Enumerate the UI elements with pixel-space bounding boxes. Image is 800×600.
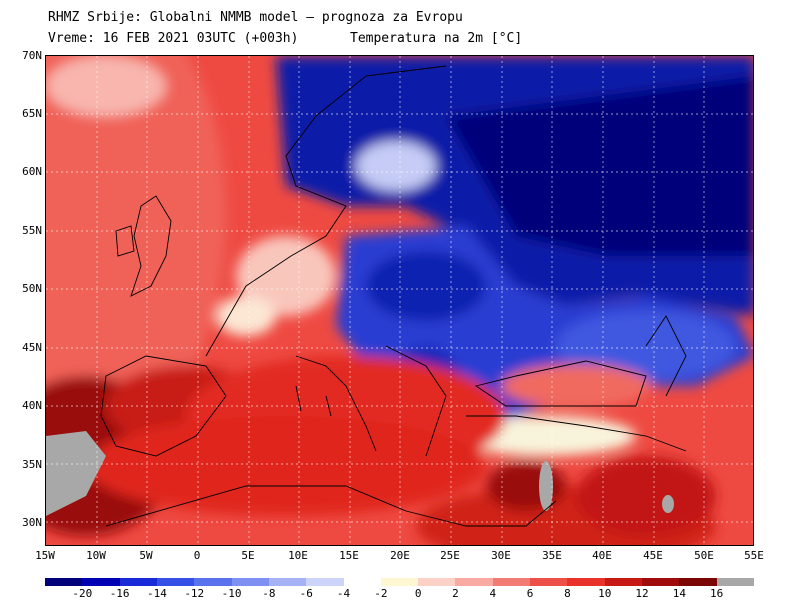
scale-swatch bbox=[716, 578, 754, 586]
color-scale bbox=[45, 578, 754, 586]
scale-swatch bbox=[119, 578, 157, 586]
temperature-map bbox=[45, 55, 754, 546]
forecast-time: Vreme: 16 FEB 2021 03UTC (+003h) bbox=[48, 31, 299, 46]
lat-label-40n: 40N bbox=[22, 399, 42, 412]
scale-swatch bbox=[343, 578, 381, 586]
scale-swatch bbox=[231, 578, 269, 586]
scale-swatch bbox=[194, 578, 232, 586]
scale-label: -4 bbox=[336, 587, 351, 600]
lon-label-5e: 5E bbox=[241, 549, 255, 562]
scale-swatch bbox=[530, 578, 568, 586]
variable-label: Temperatura na 2m [°C] bbox=[350, 31, 523, 46]
scale-swatch bbox=[679, 578, 717, 586]
lon-label-35e: 35E bbox=[542, 549, 562, 562]
lon-label-50e: 50E bbox=[694, 549, 714, 562]
scale-label: -8 bbox=[262, 587, 276, 600]
lon-label-45e: 45E bbox=[643, 549, 663, 562]
scale-label: -12 bbox=[184, 587, 205, 600]
scale-label: -16 bbox=[109, 587, 130, 600]
scale-swatch bbox=[156, 578, 195, 586]
scale-swatch bbox=[604, 578, 642, 586]
lat-label-65n: 65N bbox=[22, 107, 42, 120]
lat-label-35n: 35N bbox=[22, 458, 42, 471]
map-title: RHMZ Srbije: Globalni NMMB model — progn… bbox=[48, 10, 463, 25]
scale-label: 4 bbox=[489, 587, 497, 600]
scale-swatch bbox=[268, 578, 307, 586]
scale-label: 6 bbox=[526, 587, 534, 600]
lat-label-50n: 50N bbox=[22, 282, 42, 295]
lon-label-0: 0 bbox=[193, 549, 201, 562]
lon-label-5w: 5W bbox=[139, 549, 153, 562]
lon-label-40e: 40E bbox=[592, 549, 612, 562]
scale-label: 8 bbox=[564, 587, 571, 600]
lat-label-55n: 55N bbox=[22, 224, 42, 237]
lon-label-10e: 10E bbox=[288, 549, 308, 562]
scale-swatch bbox=[455, 578, 493, 586]
scale-swatch bbox=[492, 578, 531, 586]
scale-swatch bbox=[567, 578, 605, 586]
scale-swatch bbox=[82, 578, 120, 586]
lon-label-15e: 15E bbox=[339, 549, 359, 562]
scale-swatch bbox=[418, 578, 456, 586]
lon-label-25e: 25E bbox=[440, 549, 460, 562]
scale-swatch bbox=[642, 578, 680, 586]
scale-label: -10 bbox=[221, 587, 242, 600]
lat-label-30n: 30N bbox=[22, 516, 42, 529]
scale-label: 10 bbox=[598, 587, 612, 600]
scale-label: -6 bbox=[299, 587, 313, 600]
scale-label: 0 bbox=[414, 587, 422, 600]
scale-swatch bbox=[380, 578, 419, 586]
lon-label-30e: 30E bbox=[491, 549, 511, 562]
scale-label: -20 bbox=[72, 587, 93, 600]
scale-label: -2 bbox=[374, 587, 388, 600]
scale-label: 2 bbox=[452, 587, 459, 600]
lon-label-10w: 10W bbox=[86, 549, 106, 562]
lat-label-45n: 45N bbox=[22, 341, 42, 354]
scale-swatch bbox=[306, 578, 344, 586]
lon-label-20e: 20E bbox=[390, 549, 410, 562]
lon-label-55e: 55E bbox=[744, 549, 764, 562]
lon-label-15w: 15W bbox=[35, 549, 55, 562]
scale-swatch bbox=[45, 578, 83, 586]
scale-label: 16 bbox=[710, 587, 724, 600]
scale-label: -14 bbox=[147, 587, 167, 600]
scale-label: 14 bbox=[672, 587, 686, 600]
scale-label: 12 bbox=[635, 587, 649, 600]
lat-label-60n: 60N bbox=[22, 165, 42, 178]
lat-label-70n: 70N bbox=[22, 49, 42, 62]
